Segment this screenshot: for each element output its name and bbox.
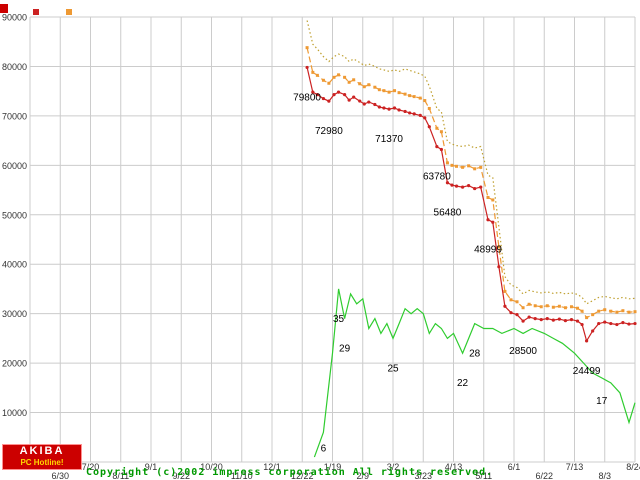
svg-text:35: 35 bbox=[333, 314, 345, 325]
svg-text:90000: 90000 bbox=[2, 13, 27, 23]
lowest-price-legend-marker bbox=[33, 9, 39, 15]
svg-text:24499: 24499 bbox=[573, 366, 601, 377]
akiba-logo-subtitle: PC Hotline! bbox=[20, 458, 64, 467]
svg-text:2/9: 2/9 bbox=[356, 471, 369, 480]
corner-marker bbox=[0, 4, 8, 13]
svg-text:25: 25 bbox=[387, 363, 399, 374]
svg-text:9/22: 9/22 bbox=[172, 471, 190, 480]
svg-text:3/23: 3/23 bbox=[414, 471, 432, 480]
svg-text:8/11: 8/11 bbox=[112, 471, 129, 480]
svg-text:56480: 56480 bbox=[434, 208, 462, 219]
svg-text:12/22: 12/22 bbox=[291, 471, 314, 480]
svg-text:5/11: 5/11 bbox=[475, 471, 492, 480]
svg-text:63780: 63780 bbox=[423, 172, 451, 183]
svg-text:22: 22 bbox=[457, 378, 469, 389]
svg-text:71370: 71370 bbox=[375, 134, 403, 145]
svg-text:12/1: 12/1 bbox=[263, 462, 281, 472]
svg-text:70000: 70000 bbox=[2, 111, 27, 121]
akiba-logo-title: AKIBA bbox=[19, 445, 65, 457]
svg-text:6: 6 bbox=[321, 443, 327, 454]
svg-text:50000: 50000 bbox=[2, 210, 27, 220]
svg-text:3/2: 3/2 bbox=[387, 462, 400, 472]
svg-text:10/20: 10/20 bbox=[200, 462, 223, 472]
copyright-line1: Copyright (c)2002 impress corporation Al… bbox=[86, 467, 494, 478]
akiba-logo: AKIBA PC Hotline! bbox=[2, 444, 82, 470]
svg-text:9/1: 9/1 bbox=[145, 462, 158, 472]
svg-text:1/19: 1/19 bbox=[324, 462, 342, 472]
svg-text:79800: 79800 bbox=[293, 92, 321, 103]
svg-text:72980: 72980 bbox=[315, 126, 343, 137]
svg-text:60000: 60000 bbox=[2, 161, 27, 171]
svg-text:11/10: 11/10 bbox=[231, 471, 253, 480]
svg-text:7/13: 7/13 bbox=[566, 462, 584, 472]
svg-text:8/3: 8/3 bbox=[598, 471, 611, 480]
svg-text:48999: 48999 bbox=[474, 245, 502, 256]
svg-text:6/22: 6/22 bbox=[535, 471, 553, 480]
copyright-text: Copyright (c)2002 impress corporation Al… bbox=[86, 443, 493, 480]
svg-text:6/1: 6/1 bbox=[508, 462, 521, 472]
svg-text:40000: 40000 bbox=[2, 260, 27, 270]
svg-text:17: 17 bbox=[596, 396, 608, 407]
svg-text:4/13: 4/13 bbox=[445, 462, 463, 472]
svg-text:8/24: 8/24 bbox=[626, 462, 640, 472]
svg-text:20000: 20000 bbox=[2, 359, 27, 369]
svg-text:29: 29 bbox=[339, 344, 351, 355]
svg-text:6/30: 6/30 bbox=[51, 471, 69, 480]
svg-text:28500: 28500 bbox=[509, 346, 537, 357]
svg-text:7/20: 7/20 bbox=[82, 462, 100, 472]
svg-text:30000: 30000 bbox=[2, 309, 27, 319]
svg-text:10000: 10000 bbox=[2, 408, 27, 418]
average-price-legend-marker bbox=[66, 9, 72, 15]
svg-text:28: 28 bbox=[469, 349, 481, 360]
svg-text:80000: 80000 bbox=[2, 62, 27, 72]
